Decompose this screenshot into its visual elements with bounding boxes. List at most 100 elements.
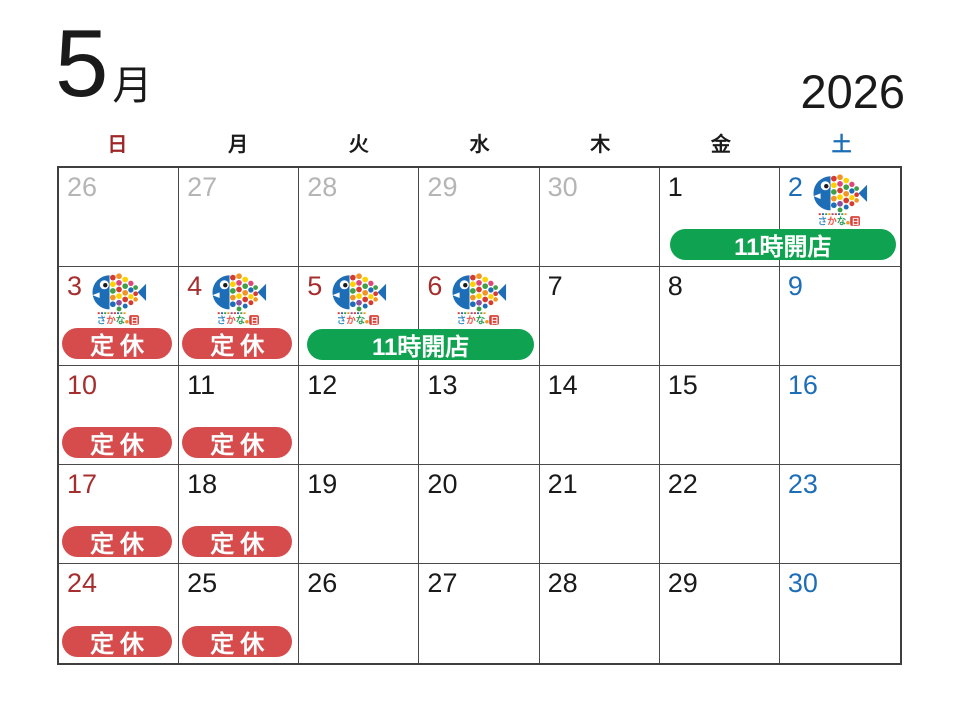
svg-text:さかな: さかな [217,316,246,326]
date-number: 8 [667,271,683,301]
calendar-cell: 27 [419,564,540,663]
calendar-cell: 10 定休 [59,366,180,465]
calendar-cell: 20 [419,465,540,564]
date-number: 19 [307,469,338,499]
date-number: 2 [787,172,803,202]
calendar-cell: 14 [539,366,660,465]
calendar-cell: 8 [659,267,780,366]
calendar-cell: 5 さかな 日 [299,267,420,366]
weekday-header: 日月火水木金土 [57,130,902,160]
calendar-cell: 11 定休 [179,366,300,465]
calendar-cell: 25 定休 [179,564,300,663]
calendar-grid: 26 27 28 29 30 1 2 さかな 日 3 [57,166,902,665]
weekday-label-1: 月 [228,134,249,156]
calendar-cell: 18 定休 [179,465,300,564]
calendar-cell: 17 定休 [59,465,180,564]
date-number: 14 [547,370,578,400]
svg-text:日: 日 [851,217,859,226]
date-number: 29 [667,568,698,598]
date-number: 16 [787,370,818,400]
closed-badge: 定休 [62,427,173,459]
calendar-cell: 23 [779,465,900,564]
calendar-cell: 3 さかな 日 定休 [59,267,180,366]
date-number: 15 [667,370,698,400]
page-title: 5 月 [55,16,152,112]
calendar-cell: 1 [659,168,780,267]
closed-badge: 定休 [62,526,173,558]
date-number: 28 [547,568,578,598]
closed-badge: 定休 [62,328,173,360]
date-number: 12 [307,370,338,400]
date-number: 13 [427,370,458,400]
sakana-no-hi-fish-icon: さかな 日 [813,174,867,227]
date-number: 21 [547,469,578,499]
date-number: 11 [187,370,216,400]
calendar-cell: 26 [59,168,180,267]
calendar-cell: 30 [539,168,660,267]
date-number: 5 [307,271,323,301]
weekday-label-6: 土 [831,134,852,156]
calendar-cell: 13 [419,366,540,465]
svg-text:日: 日 [131,316,139,325]
calendar-cell: 29 [419,168,540,267]
calendar-cell: 28 [299,168,420,267]
date-number: 22 [667,469,698,499]
date-number: 30 [787,568,818,598]
weekday-label-5: 金 [710,134,731,156]
year-label: 2026 [800,65,905,118]
weekday-label-0: 日 [107,134,128,156]
date-number: 27 [427,568,458,598]
date-number: 23 [787,469,818,499]
date-number: 18 [187,469,218,499]
calendar-cell: 26 [299,564,420,663]
weekday-label-3: 水 [469,134,490,156]
weekday-label-4: 木 [590,134,611,156]
closed-badge: 定休 [62,626,173,658]
calendar-cell: 4 さかな 日 定休 [179,267,300,366]
calendar-cell: 27 [179,168,300,267]
date-number: 20 [427,469,458,499]
calendar-cell: 15 [659,366,780,465]
date-number: 4 [187,271,203,301]
date-number: 26 [67,172,98,202]
svg-text:さかな: さかな [97,316,126,326]
month-number: 5 [55,10,108,117]
date-number: 28 [307,172,338,202]
date-number: 27 [187,172,218,202]
calendar-cell: 29 [659,564,780,663]
date-number: 9 [787,271,803,301]
calendar-cell: 12 [299,366,420,465]
svg-text:日: 日 [491,316,499,325]
month-suffix: 月 [112,64,153,108]
date-number: 29 [427,172,458,202]
calendar-cell: 9 [779,267,900,366]
svg-text:日: 日 [371,316,379,325]
date-number: 30 [547,172,578,202]
calendar-cell: 21 [539,465,660,564]
svg-text:さかな: さかな [337,316,366,326]
closed-badge: 定休 [182,526,293,558]
date-number: 25 [187,568,218,598]
svg-text:さかな: さかな [818,217,847,227]
weekday-label-2: 火 [348,134,369,156]
calendar-cell: 2 さかな 日 [779,168,900,267]
calendar-cell: 7 [539,267,660,366]
sakana-no-hi-fish-icon: さかな 日 [332,273,387,326]
date-number: 7 [547,271,563,301]
calendar-cell: 24 定休 [59,564,180,663]
date-number: 1 [667,172,683,202]
calendar-cell: 28 [539,564,660,663]
closed-badge: 定休 [182,626,293,658]
date-number: 24 [67,568,98,598]
calendar-area: 26 27 28 29 30 1 2 さかな 日 3 [57,166,902,665]
closed-badge: 定休 [182,427,293,459]
closed-badge: 定休 [182,328,293,360]
date-number: 3 [67,271,83,301]
sakana-no-hi-fish-icon: さかな 日 [452,273,507,326]
svg-text:日: 日 [251,316,259,325]
date-number: 6 [427,271,443,301]
calendar-cell: 30 [779,564,900,663]
sakana-no-hi-fish-icon: さかな 日 [92,273,147,326]
calendar-cell: 16 [779,366,900,465]
